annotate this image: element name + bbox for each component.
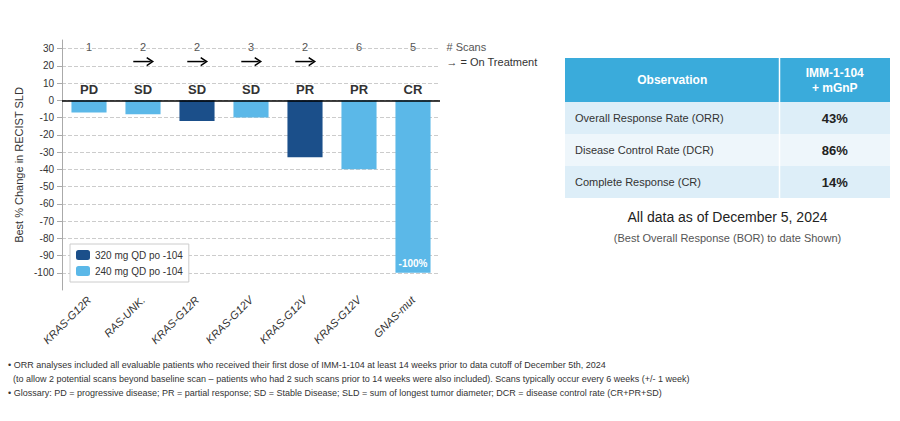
svg-text:2: 2 — [302, 41, 308, 53]
svg-text:Complete Response (CR): Complete Response (CR) — [575, 176, 701, 188]
svg-text:KRAS-G12R: KRAS-G12R — [149, 294, 202, 347]
svg-text:PD: PD — [80, 82, 98, 97]
svg-text:-60: -60 — [40, 198, 55, 209]
svg-text:(to allow 2 potential scans be: (to allow 2 potential scans beyond basel… — [8, 374, 690, 384]
svg-text:-10: -10 — [40, 112, 55, 123]
svg-text:-100%: -100% — [399, 258, 428, 269]
svg-text:240 mg QD po -104: 240 mg QD po -104 — [95, 266, 183, 277]
svg-text:CR: CR — [404, 82, 423, 97]
svg-text:Disease Control Rate (DCR): Disease Control Rate (DCR) — [575, 144, 714, 156]
svg-text:-50: -50 — [40, 181, 55, 192]
svg-text:PR: PR — [296, 82, 315, 97]
svg-text:-90: -90 — [40, 250, 55, 261]
svg-text:SD: SD — [134, 82, 152, 97]
svg-text:0: 0 — [48, 95, 54, 106]
svg-text:43%: 43% — [822, 111, 848, 126]
svg-text:-100: -100 — [34, 267, 54, 278]
svg-text:KRAS-G12R: KRAS-G12R — [41, 294, 94, 347]
svg-text:-30: -30 — [40, 147, 55, 158]
svg-text:KRAS-G12V: KRAS-G12V — [203, 293, 256, 346]
svg-text:86%: 86% — [822, 143, 848, 158]
svg-text:Best % Change in RECIST SLD: Best % Change in RECIST SLD — [13, 87, 25, 243]
svg-text:+ mGnP: + mGnP — [812, 81, 858, 95]
svg-text:320 mg QD po -104: 320 mg QD po -104 — [95, 250, 183, 261]
svg-text:GNAS-mut: GNAS-mut — [371, 293, 418, 340]
svg-text:-70: -70 — [40, 216, 55, 227]
svg-text:Overall Response Rate (ORR): Overall Response Rate (ORR) — [575, 112, 724, 124]
svg-text:KRAS-G12V: KRAS-G12V — [311, 293, 364, 346]
svg-text:5: 5 — [410, 41, 416, 53]
svg-text:-80: -80 — [40, 233, 55, 244]
svg-text:• ORR analyses included all ev: • ORR analyses included all evaluable pa… — [8, 360, 606, 370]
svg-text:KRAS-G12V: KRAS-G12V — [257, 293, 310, 346]
svg-text:PR: PR — [350, 82, 369, 97]
svg-text:RAS-UNK.: RAS-UNK. — [102, 294, 148, 340]
svg-text:(Best Overall Response (BOR) t: (Best Overall Response (BOR) to date Sho… — [614, 232, 841, 244]
svg-text:10: 10 — [43, 78, 55, 89]
svg-text:6: 6 — [356, 41, 362, 53]
svg-text:20: 20 — [43, 60, 55, 71]
svg-text:-40: -40 — [40, 164, 55, 175]
svg-text:1: 1 — [86, 41, 92, 53]
svg-text:IMM-1-104: IMM-1-104 — [806, 66, 864, 80]
svg-text:Observation: Observation — [637, 73, 707, 87]
svg-text:# Scans: # Scans — [446, 41, 486, 53]
svg-text:2: 2 — [140, 41, 146, 53]
svg-text:30: 30 — [43, 43, 55, 54]
svg-text:→ = On Treatment: → = On Treatment — [446, 56, 537, 68]
svg-text:• Glossary: PD = progressive d: • Glossary: PD = progressive disease; PR… — [8, 388, 662, 398]
svg-text:All data as of December 5, 202: All data as of December 5, 2024 — [627, 209, 827, 225]
svg-text:-20: -20 — [40, 129, 55, 140]
svg-text:3: 3 — [248, 41, 254, 53]
svg-text:14%: 14% — [822, 175, 848, 190]
svg-text:SD: SD — [242, 82, 260, 97]
svg-text:2: 2 — [194, 41, 200, 53]
svg-text:SD: SD — [188, 82, 206, 97]
